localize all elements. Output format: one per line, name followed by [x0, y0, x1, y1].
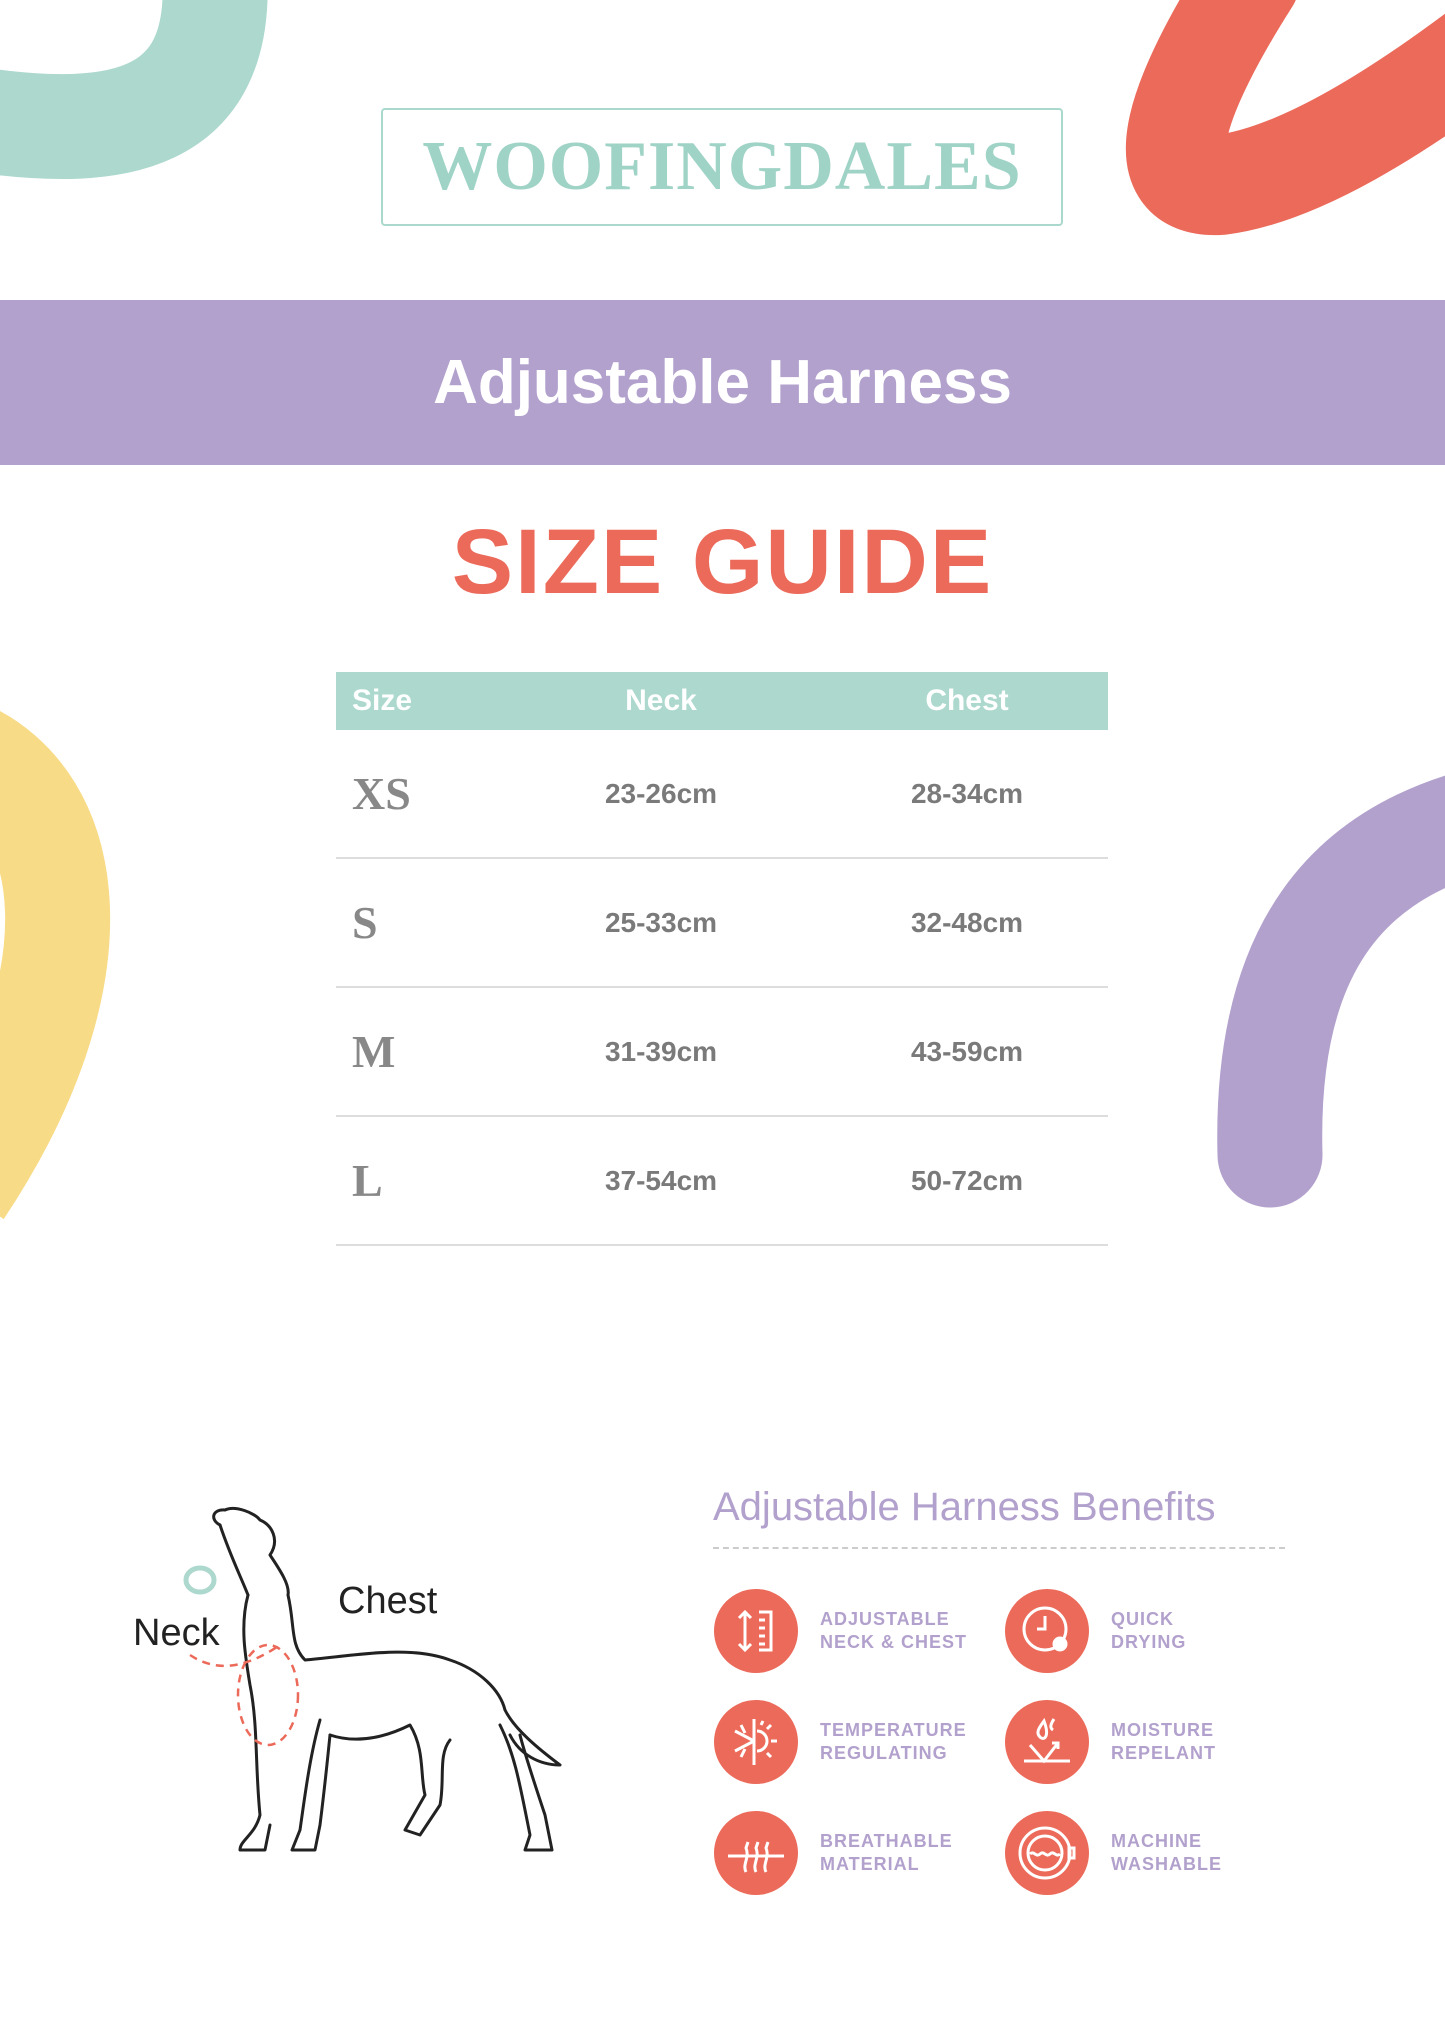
size-cell: L: [352, 1155, 383, 1206]
neck-cell: 37-54cm: [604, 1164, 718, 1196]
neck-measure-line: [189, 1643, 281, 1668]
benefits-title: Adjustable Harness Benefits: [713, 1485, 1216, 1529]
benefit-line2: REPELANT: [1111, 1743, 1217, 1763]
benefit-item: ADJUSTABLE NECK & CHEST: [714, 1589, 967, 1673]
chest-measure-line: [236, 1643, 300, 1747]
benefit-line1: MOISTURE: [1111, 1720, 1215, 1740]
product-title-banner: Adjustable Harness: [0, 300, 1445, 465]
table-row: S 25-33cm 32-48cm: [336, 859, 1108, 988]
table-row: L 37-54cm 50-72cm: [336, 1117, 1108, 1246]
clock-drop-icon: [1005, 1589, 1089, 1673]
benefit-line2: REGULATING: [820, 1743, 948, 1763]
ruler-arrows-icon: [714, 1589, 798, 1673]
yellow-arc: [0, 712, 110, 1220]
size-table: Size Neck Chest XS 23-26cm 28-34cm S 25-33c…: [336, 672, 1108, 1246]
neck-cell: 23-26cm: [604, 777, 718, 809]
chest-cell: 43-59cm: [910, 1035, 1024, 1067]
benefit-item: MOISTURE REPELANT: [1005, 1700, 1216, 1784]
benefit-line2: NECK & CHEST: [820, 1632, 968, 1652]
benefit-line2: DRYING: [1111, 1632, 1187, 1652]
benefit-line1: MACHINE: [1111, 1831, 1202, 1851]
table-row: M 31-39cm 43-59cm: [336, 988, 1108, 1117]
chest-cell: 28-34cm: [910, 777, 1024, 809]
benefit-line2: MATERIAL: [820, 1854, 920, 1874]
dog-outline-icon: [212, 1506, 562, 1852]
size-cell: XS: [352, 768, 411, 819]
neck-highlight-ring: [183, 1565, 217, 1595]
product-title: Adjustable Harness: [433, 348, 1012, 417]
benefit-line1: QUICK: [1111, 1609, 1174, 1629]
header-chest: Chest: [925, 684, 1009, 717]
benefit-line1: TEMPERATURE: [820, 1720, 967, 1740]
chest-label: Chest: [338, 1580, 438, 1622]
neck-cell: 31-39cm: [604, 1035, 718, 1067]
benefit-item: BREATHABLE MATERIAL: [714, 1811, 953, 1895]
neck-label: Neck: [133, 1612, 220, 1654]
benefit-item: MACHINE WASHABLE: [1005, 1811, 1222, 1895]
table-row: XS 23-26cm 28-34cm: [336, 730, 1108, 859]
brand-logo: WOOFINGDALES: [381, 108, 1063, 226]
snowflake-sun-icon: [714, 1700, 798, 1784]
dog-measurement-diagram: [183, 1506, 562, 1852]
air-flow-icon: [714, 1811, 798, 1895]
size-cell: S: [352, 897, 378, 948]
benefits-divider: [713, 1547, 1285, 1549]
lavender-arc: [1217, 776, 1445, 1208]
water-repel-icon: [1005, 1700, 1089, 1784]
size-guide-heading: SIZE GUIDE: [451, 511, 994, 613]
teal-swoosh: [0, 0, 268, 180]
header-size: Size: [352, 684, 413, 717]
benefit-line2: WASHABLE: [1111, 1854, 1222, 1874]
benefit-line1: BREATHABLE: [820, 1831, 953, 1851]
header-neck: Neck: [625, 684, 697, 717]
coral-swoosh: [1125, 0, 1445, 236]
neck-cell: 25-33cm: [604, 906, 718, 938]
chest-cell: 50-72cm: [910, 1164, 1024, 1196]
benefit-item: QUICK DRYING: [1005, 1589, 1186, 1673]
benefit-line1: ADJUSTABLE: [820, 1609, 950, 1629]
size-cell: M: [352, 1026, 396, 1077]
table-header: Size Neck Chest: [336, 672, 1108, 730]
chest-cell: 32-48cm: [910, 906, 1024, 938]
benefit-item: TEMPERATURE REGULATING: [714, 1700, 967, 1784]
washing-machine-icon: [1005, 1811, 1089, 1895]
